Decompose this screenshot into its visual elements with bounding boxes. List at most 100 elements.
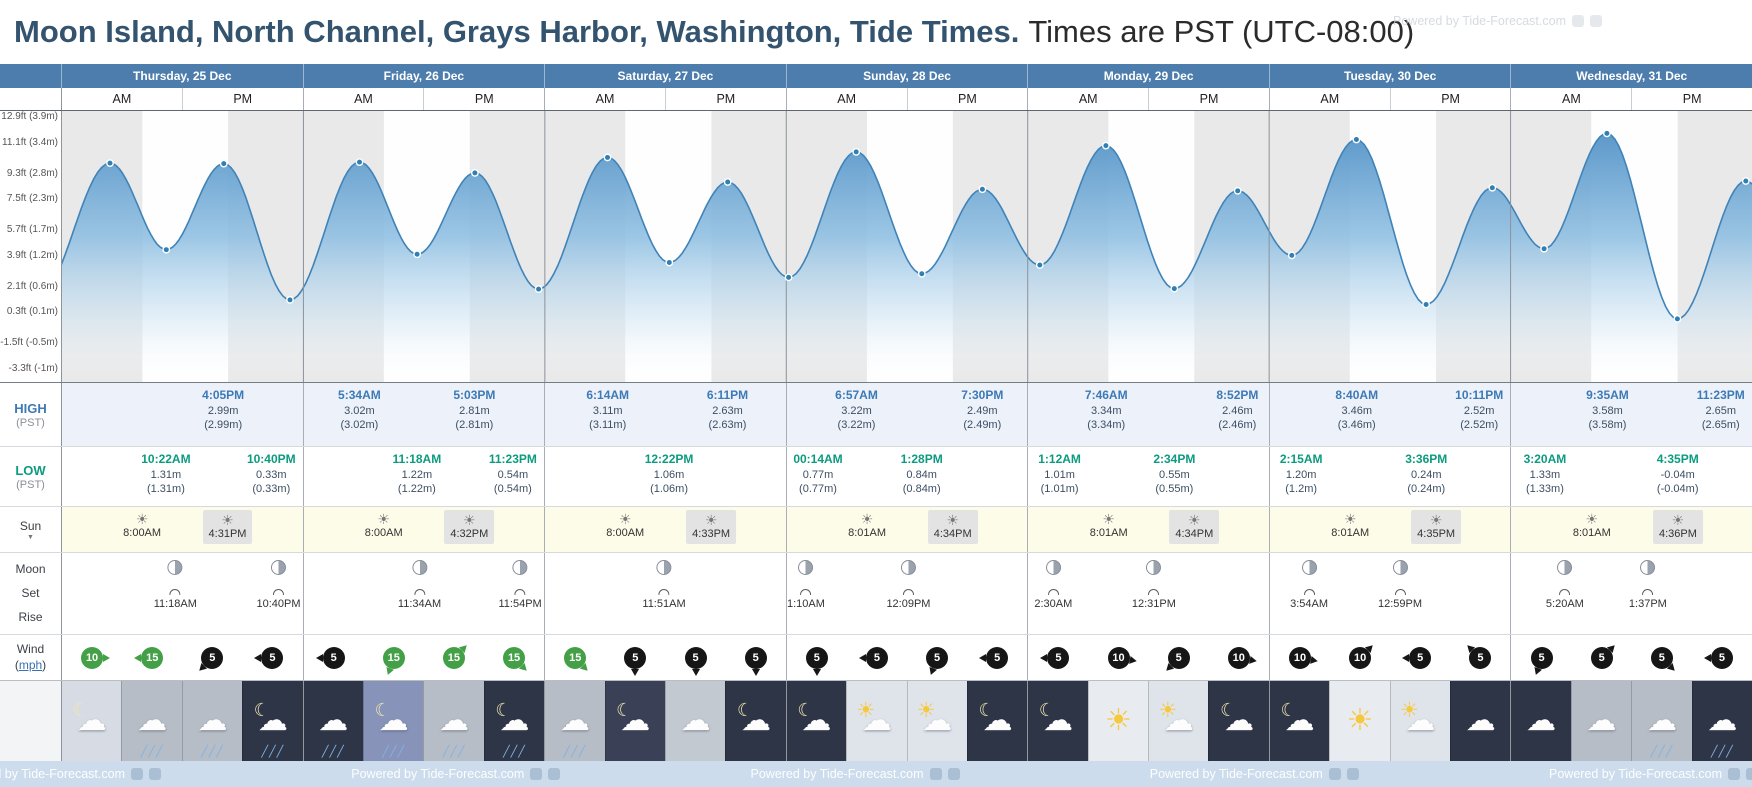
wind-entry: 10 — [1224, 643, 1258, 673]
wind-speed-badge: 5 — [1710, 646, 1733, 669]
social-icon[interactable] — [149, 768, 161, 780]
social-icon[interactable] — [1746, 768, 1752, 780]
sunset-entry: ☀ 4:36PM — [1652, 510, 1703, 545]
social-icon[interactable] — [548, 768, 561, 780]
weather-cell: ☁ — [1511, 681, 1571, 761]
sun-day-cell: ☀ 8:01AM ☀ 4:34PM — [785, 507, 1028, 552]
social-icon[interactable] — [1728, 768, 1740, 780]
footer-credit[interactable]: Powered by Tide-Forecast.com — [351, 767, 561, 781]
moon-icon: ☾ — [374, 700, 391, 720]
moon-entry: 11:54PM — [498, 560, 542, 610]
tide-height-m-paren: (2.46m) — [1218, 418, 1257, 431]
ampm-day: AM PM — [1510, 88, 1752, 110]
lows-day-cell: 11:18AM 1.22m (1.22m) 11:23PM 0.54m (0.54m) — [302, 447, 545, 506]
footer-credit[interactable]: Powered by Tide-Forecast.com — [1549, 767, 1752, 781]
sunset-icon: ☀ — [946, 512, 959, 528]
am-label: AM — [1078, 92, 1098, 106]
wind-day-cell: 10 10 5 5 — [1268, 635, 1511, 680]
wind-entry: 5 — [979, 643, 1012, 673]
tide-height-m: 3.58m — [1592, 404, 1623, 417]
low-tide-entry: 2:34PM 0.55m (0.55m) — [1153, 452, 1195, 496]
pm-label: PM — [1389, 88, 1511, 110]
weather-row-corner — [0, 681, 62, 761]
sun-row-label[interactable]: Sun ▼ — [0, 507, 62, 552]
moon-entry: 11:18AM — [154, 560, 197, 610]
social-icon[interactable] — [530, 768, 543, 780]
moon-day-cell: 1:10AM 12:09PM — [785, 553, 1028, 634]
moon-rise-set-icon — [902, 589, 914, 595]
sunrise-icon: ☀ — [377, 511, 390, 527]
social-icon[interactable] — [947, 768, 960, 780]
tide-height-m-paren: (0.33m) — [252, 482, 291, 495]
moon-day-cell: 11:18AM 10:40PM — [62, 553, 303, 634]
sunset-entry: ☀ 4:31PM — [202, 510, 253, 545]
low-tide-entry: 11:23PM 0.54m (0.54m) — [489, 452, 537, 496]
tide-height-m-paren: (0.77m) — [799, 482, 837, 495]
moon-day-cell: 2:30AM 12:31PM — [1027, 553, 1269, 634]
social-icon[interactable] — [1590, 15, 1602, 27]
weather-row: ☾ ☁ ☁ ╱╱╱ ☁ ╱╱╱ ☾ ☁ ╱╱╱ ☁ ╱╱╱ ☾ ☁ ╱╱╱ ☁ ╱╱╱ ☾ ☁ ╱╱╱ ☁ ╱╱╱ ☾ ☁ ☁… — [0, 681, 1752, 761]
weather-cell: ☾ ☁ — [1028, 681, 1088, 761]
ampm-corner — [0, 88, 62, 110]
social-icon[interactable] — [131, 768, 143, 780]
high-tide-time: 4:05PM — [202, 388, 245, 402]
cloud-icon: ☁ — [982, 704, 1013, 737]
wind-speed-badge: 15 — [442, 646, 465, 669]
rain-icon: ╱╱╱ — [321, 746, 345, 758]
social-icon[interactable] — [929, 768, 942, 780]
sun-icon: ☀ — [1346, 704, 1374, 737]
wind-entry: 5 — [1163, 643, 1194, 674]
tide-curve-svg — [62, 111, 1752, 382]
weather-cell: ☀ ☁ — [846, 681, 907, 761]
cloud-icon: ☁ — [861, 704, 892, 737]
high-tide-time: 6:57AM — [835, 388, 878, 402]
wind-speed-badge: 5 — [1167, 646, 1190, 669]
sunrise-time: 8:00AM — [606, 527, 645, 539]
sun-day-cell: ☀ 8:01AM ☀ 4:36PM — [1510, 507, 1752, 552]
footer-credit[interactable]: Powered by Tide-Forecast.com — [0, 767, 161, 781]
wind-entry: 15 — [379, 643, 409, 676]
sunrise-icon: ☀ — [1343, 511, 1357, 527]
highs-day-cell: 6:57AM 3.22m (3.22m) 7:30PM 2.49m (2.49m) — [785, 383, 1028, 446]
social-icon[interactable] — [1328, 768, 1341, 780]
social-icon[interactable] — [1572, 15, 1584, 27]
day-header: Thursday, 25 Dec — [62, 64, 303, 88]
sunset-icon: ☀ — [221, 512, 234, 528]
day-headers: Thursday, 25 Dec Friday, 26 Dec Saturday, … — [62, 64, 1752, 88]
footer-credit-text: Powered by Tide-Forecast.com — [1149, 767, 1323, 781]
weather-day-cell: ☁ ╱╱╱ ☾ ☁ ☁ ☾ ☁ — [544, 681, 786, 761]
wind-speed-badge: 5 — [1469, 646, 1492, 669]
wind-entry: 10 — [1104, 643, 1137, 673]
chevron-down-icon[interactable]: ▼ — [27, 533, 34, 541]
rain-icon: ╱╱╱ — [503, 746, 526, 758]
moon-entry: 12:09PM — [886, 560, 930, 610]
moon-rise-set-icon — [658, 589, 670, 595]
social-icon[interactable] — [1346, 768, 1359, 780]
wind-entry: 5 — [922, 643, 952, 676]
wind-entry: 15 — [134, 643, 167, 673]
wind-day-cell: 5 10 5 10 — [1027, 635, 1269, 680]
day-header: Wednesday, 31 Dec — [1510, 64, 1752, 88]
low-tide-time: 4:35PM — [1656, 452, 1699, 466]
sun-icon: ☀ — [1399, 698, 1419, 722]
moon-icon: ☾ — [495, 700, 512, 720]
weather-cell: ☀ — [1329, 681, 1390, 761]
low-tide-time: 2:34PM — [1153, 452, 1196, 466]
wind-speed-badge: 5 — [744, 646, 767, 669]
moon-icon: ☾ — [616, 700, 633, 720]
weather-cell: ☁ — [664, 681, 726, 761]
wind-entry: 15 — [439, 641, 470, 673]
tide-height-m: 2.63m — [712, 404, 743, 417]
weather-cells: ☾ ☁ ☁ ╱╱╱ ☁ ╱╱╱ ☾ ☁ ╱╱╱ ☁ ╱╱╱ ☾ ☁ ╱╱╱ ☁ ╱╱╱ ☾ ☁ ╱╱╱ ☁ ╱╱╱ ☾ ☁ ☁… — [62, 681, 1752, 761]
footer-credit[interactable]: Powered by Tide-Forecast.com — [1150, 767, 1359, 781]
sunset-icon: ☀ — [1188, 512, 1201, 528]
moon-phase-icon — [167, 560, 183, 575]
footer-credit[interactable]: Powered by Tide-Forecast.com — [751, 767, 960, 781]
sunrise-icon: ☀ — [618, 511, 632, 527]
wind-speed-badge: 5 — [926, 646, 949, 669]
sunrise-icon: ☀ — [860, 511, 874, 527]
tide-height-m-paren: (0.54m) — [493, 482, 532, 495]
mph-link[interactable]: mph — [18, 658, 43, 672]
moon-rise-set-icon — [1394, 589, 1406, 595]
weather-cell: ☁ — [1450, 681, 1511, 761]
